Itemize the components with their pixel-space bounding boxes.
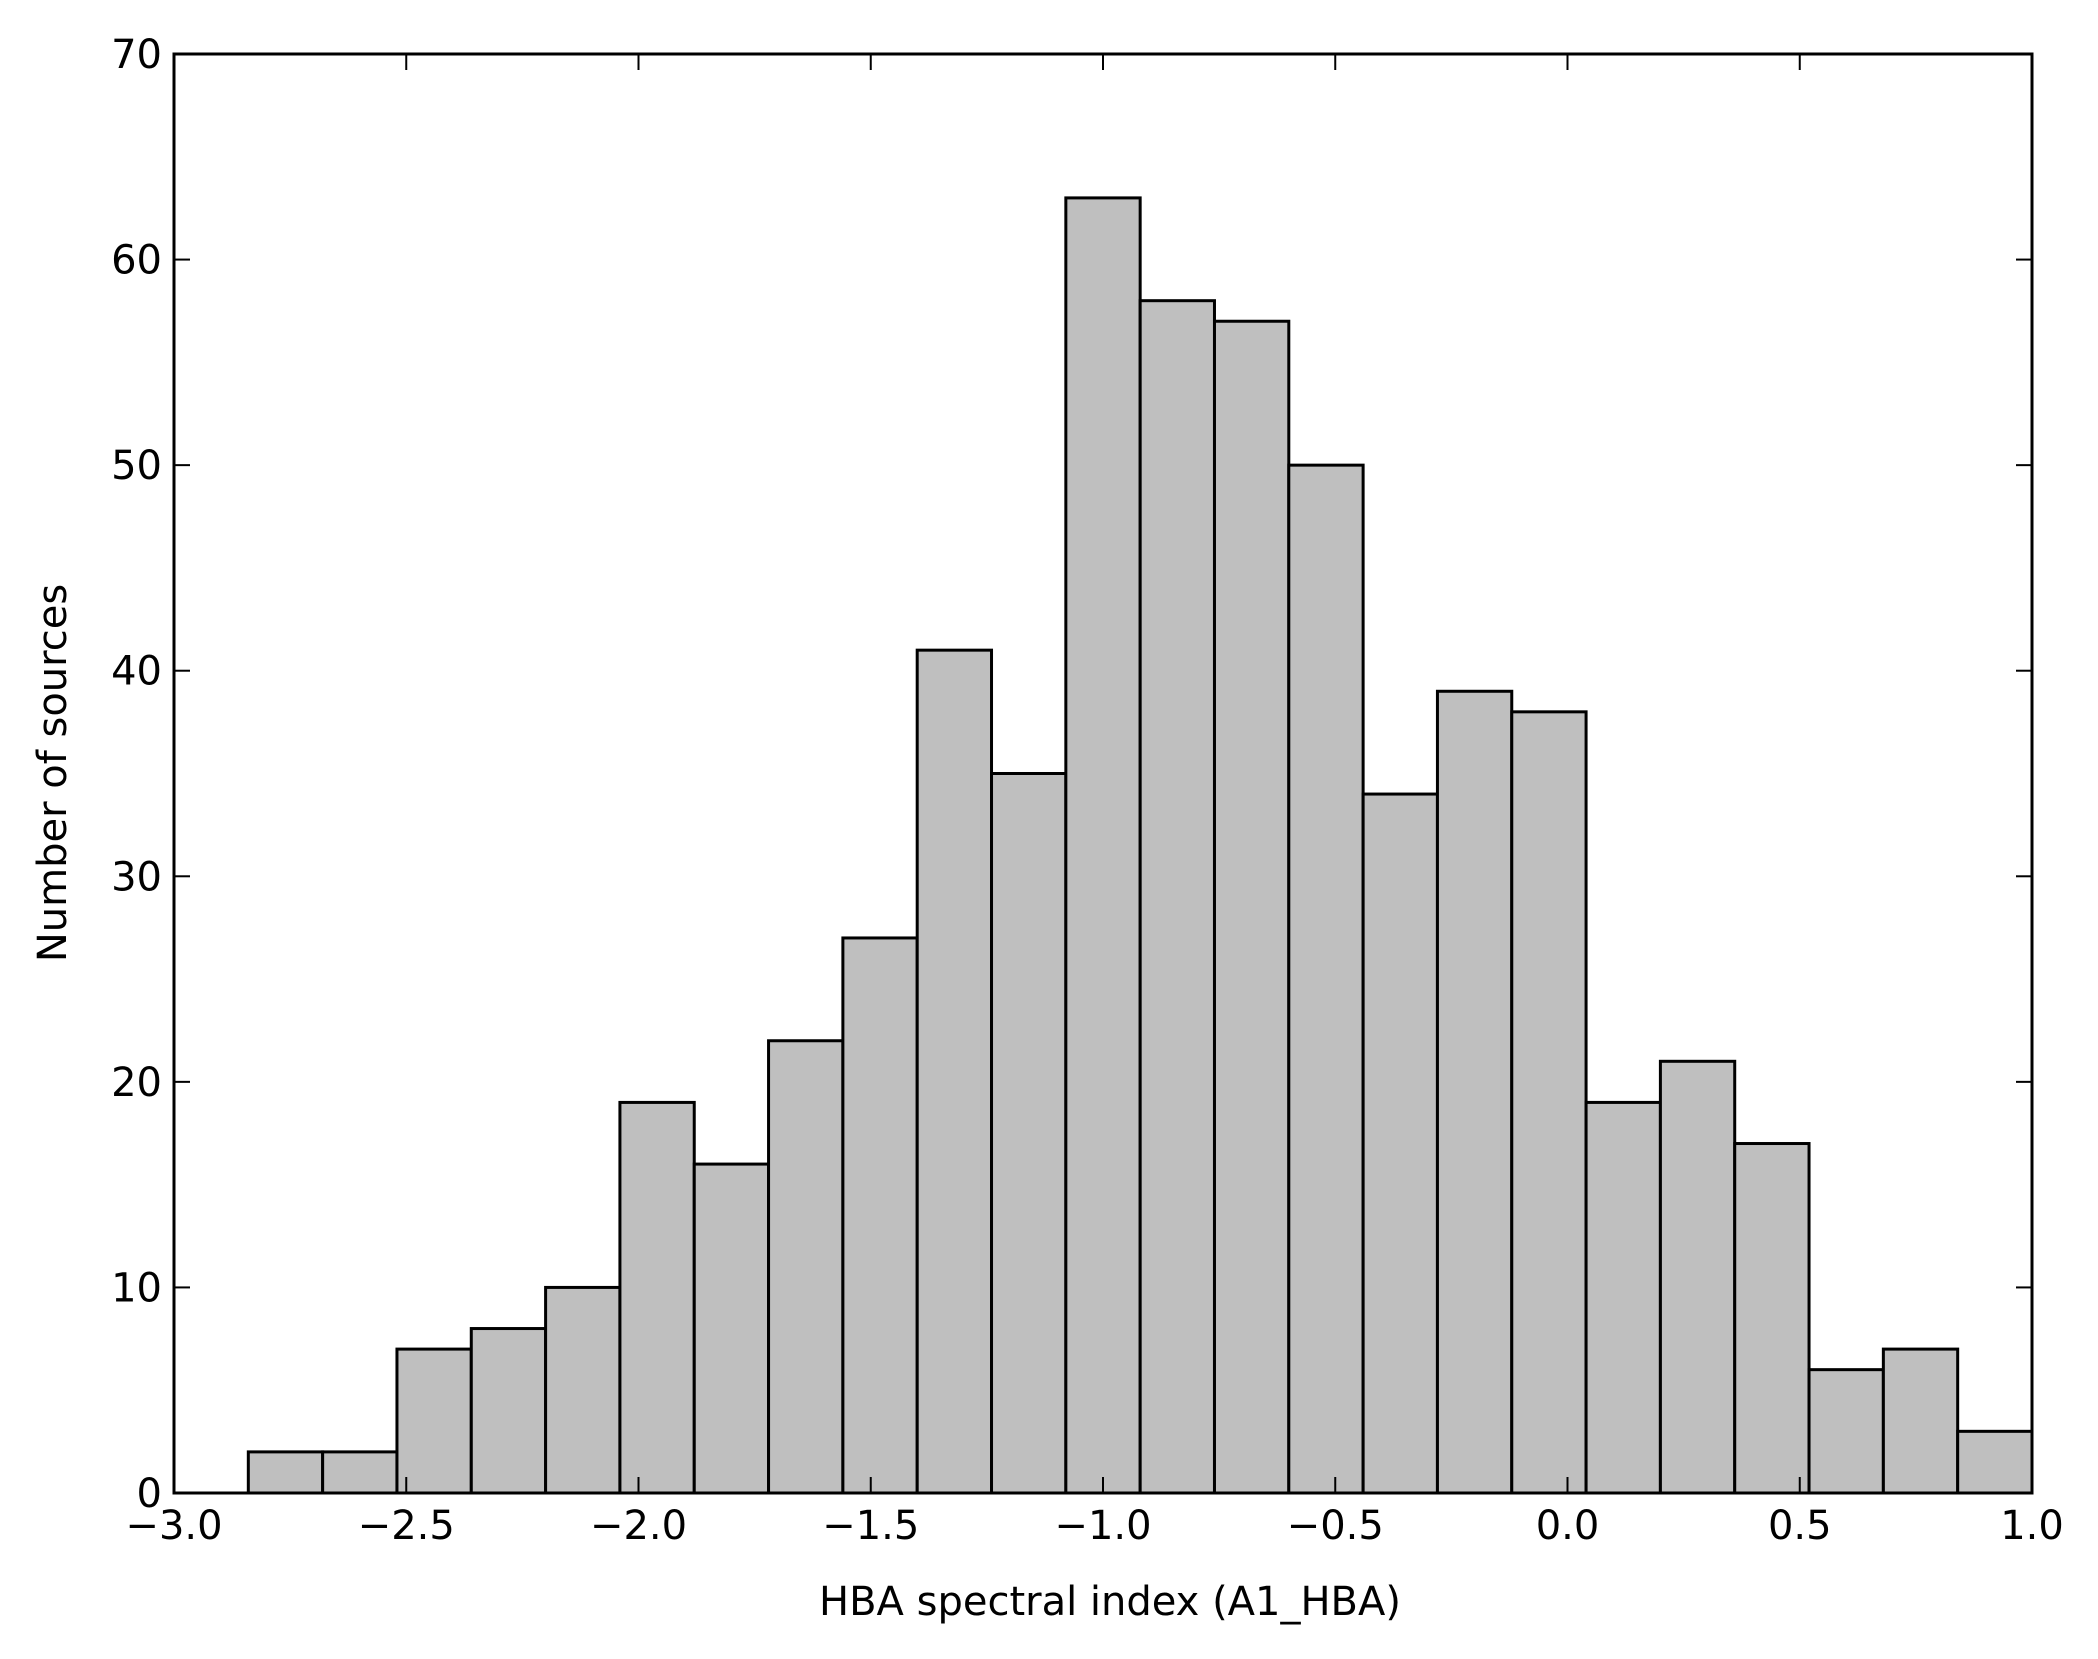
y-tick-label: 60 (111, 238, 162, 284)
x-tick-label: −1.5 (822, 1503, 919, 1549)
bar (1361, 792, 1439, 1495)
bar (618, 1100, 696, 1495)
bar (1212, 319, 1291, 1495)
bar (1733, 1142, 1811, 1495)
y-tick-label: 30 (111, 854, 162, 900)
bar (990, 772, 1068, 1495)
y-tick-label: 70 (111, 32, 162, 78)
y-tick-label: 0 (137, 1471, 162, 1517)
y-tick-label: 40 (111, 649, 162, 695)
bar (321, 1450, 399, 1495)
bar (1287, 463, 1365, 1495)
bar (767, 1039, 845, 1495)
bar (469, 1327, 548, 1495)
bar (1807, 1368, 1885, 1495)
bar (395, 1347, 473, 1495)
bar (1956, 1429, 2034, 1495)
bar (841, 936, 919, 1495)
y-tick-label: 10 (111, 1265, 162, 1311)
bar (1064, 196, 1142, 1495)
x-tick-label: −3.0 (125, 1503, 222, 1549)
x-tick-label: 0.5 (1768, 1503, 1832, 1549)
x-tick-label: 1.0 (2000, 1503, 2064, 1549)
x-tick-label: −2.0 (590, 1503, 687, 1549)
bar (1510, 710, 1588, 1495)
x-tick-label: −0.5 (1287, 1503, 1384, 1549)
bar (1658, 1059, 1737, 1495)
bar (246, 1450, 325, 1495)
bar (544, 1285, 622, 1495)
x-tick-label: −1.0 (1054, 1503, 1151, 1549)
y-tick-label: 20 (111, 1060, 162, 1106)
bar (692, 1162, 771, 1495)
bar (1138, 299, 1216, 1495)
bar (915, 648, 994, 1495)
x-tick-label: −2.5 (358, 1503, 455, 1549)
x-axis-label: HBA spectral index (A1_HBA) (819, 1579, 1401, 1625)
y-axis-label: Number of sources (30, 584, 76, 962)
bar (1435, 689, 1514, 1495)
y-tick-label: 50 (111, 443, 162, 489)
bar (1584, 1100, 1662, 1495)
bar (1881, 1347, 1960, 1495)
x-tick-label: 0.0 (1536, 1503, 1600, 1549)
